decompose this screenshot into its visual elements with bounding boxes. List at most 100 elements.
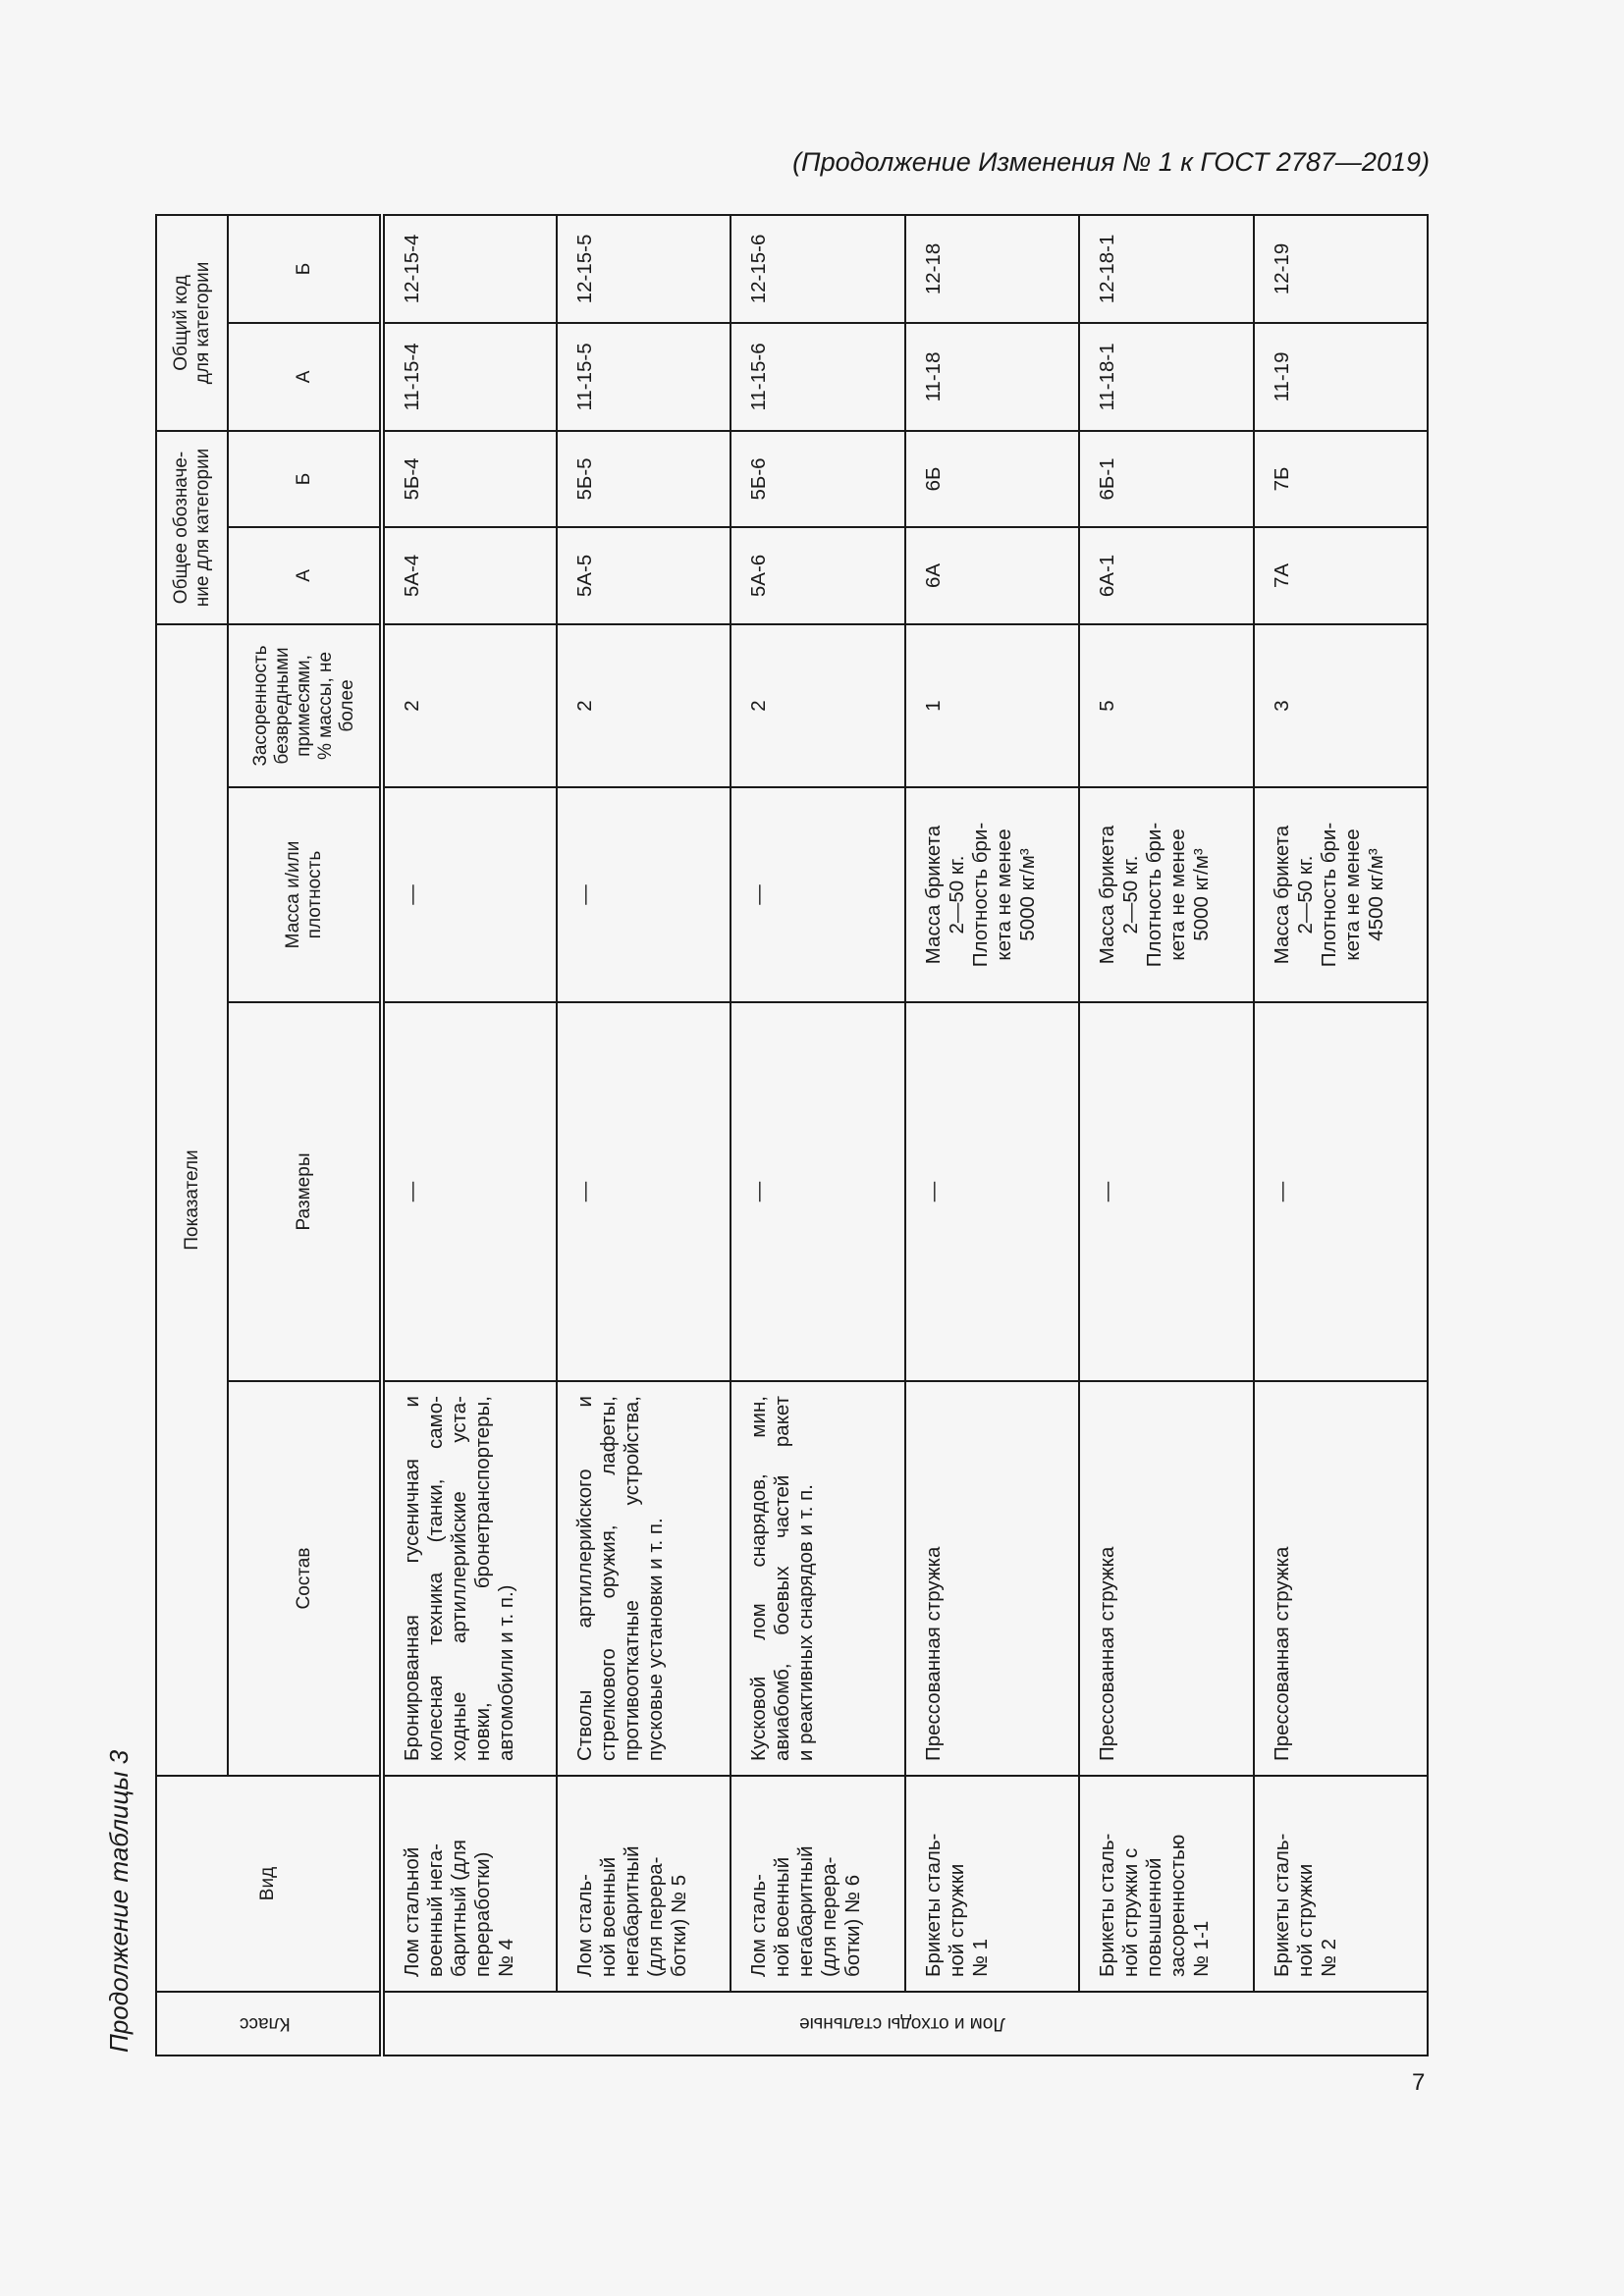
document-header-note: (Продолжение Изменения № 1 к ГОСТ 2787—2… — [792, 147, 1430, 177]
cell-composition: Кусковой лом снарядов, мин, авиабомб, бое… — [731, 1381, 905, 1776]
cell-code-a: 11-15-6 — [731, 322, 905, 431]
cell-contamination: 2 — [382, 623, 557, 787]
text-line: Брикеты сталь- — [921, 1833, 945, 1977]
page-number: 7 — [1412, 2069, 1426, 2096]
class-value: Лом и отходы стальные — [799, 2013, 1005, 2035]
text-line: 2—50 кг. — [945, 855, 968, 934]
cell-designation-b: 6Б — [904, 430, 1079, 527]
text-line: 5000 кг/м³ — [1190, 848, 1213, 941]
table-row: Лом сталь-ной военный негабаритный (для пе… — [731, 214, 905, 2056]
text-line: Стволы артиллерийского и — [572, 1396, 596, 1761]
text-line: ной стружки — [945, 1863, 968, 1977]
text-line: ной стружки — [1293, 1863, 1317, 1977]
text-line: плотность — [303, 850, 325, 939]
text-line: № 1-1 — [1190, 1920, 1213, 1977]
cell-dimensions: — — [904, 1002, 1079, 1381]
cell-code-a: 11-19 — [1253, 322, 1428, 431]
text-line: ние для категории — [191, 448, 213, 608]
cell-mass-density: Масса брикета 2—50 кг. Плотность бри-кета … — [1253, 787, 1428, 1002]
table-caption: Продолжение таблицы 3 — [104, 1749, 134, 2053]
text-line: Лом сталь- — [747, 1874, 770, 1977]
cell-contamination: 2 — [731, 623, 905, 787]
text-line: Общее обозначе- — [170, 451, 191, 605]
header-class-label: Класс — [240, 2013, 291, 2035]
text-line: (для перера- — [818, 1856, 840, 1977]
table-row: Брикеты сталь-ной стружки № 1 Прессованная… — [904, 214, 1079, 2056]
text-line: Плотность бри- — [1317, 822, 1340, 968]
cell-type: Лом сталь-ной военный негабаритный (для пе… — [556, 1776, 731, 1992]
text-line: Масса и/или — [282, 840, 303, 949]
text-line: военный нега- — [424, 1843, 447, 1977]
text-line: Общий код — [170, 275, 191, 371]
table-row: Брикеты сталь-ной стружки с повышенной зас… — [1079, 214, 1254, 2056]
text-line: Прессованная стружка — [1096, 1546, 1118, 1761]
cell-type: Лом стальной военный нега-баритный (для пе… — [382, 1776, 557, 1992]
cell-composition: Бронированная гусеничная и колесная техни… — [382, 1381, 557, 1776]
cell-designation-a: 6А-1 — [1079, 526, 1254, 624]
cell-mass-density: — — [731, 787, 905, 1002]
cell-composition: Прессованная стружка — [1079, 1381, 1254, 1776]
text-line: Лом сталь- — [572, 1874, 596, 1977]
cell-dimensions: — — [556, 1002, 731, 1381]
cell-class: Лом и отходы стальные — [382, 1992, 1428, 2056]
text-line: ной военный — [771, 1856, 793, 1977]
text-line: (для перера- — [643, 1856, 667, 1977]
cell-designation-b: 6Б-1 — [1079, 430, 1254, 527]
cell-designation-b: 5Б-4 — [382, 430, 557, 527]
text-line: авиабомб, боевых частей ракет — [771, 1396, 793, 1761]
header-code: Общий код для категории — [156, 214, 228, 431]
text-line: — — [747, 884, 770, 905]
text-line: баритный (для — [448, 1840, 470, 1977]
text-line: Брикеты сталь- — [1270, 1833, 1293, 1977]
header-designation: Общее обозначе-ние для категории — [156, 430, 228, 624]
text-line: 2—50 кг. — [1293, 855, 1317, 934]
text-line: и реактивных снарядов и т. п. — [794, 1484, 817, 1761]
text-line: переработки) — [471, 1851, 494, 1977]
header-code-b: Б — [228, 214, 382, 323]
text-line: более — [336, 679, 357, 732]
cell-mass-density: Масса брикета 2—50 кг. Плотность бри-кета … — [1079, 787, 1254, 1002]
cell-type: Брикеты сталь-ной стружки с повышенной зас… — [1079, 1776, 1254, 1992]
cell-code-b: 12-19 — [1253, 214, 1428, 323]
text-line: кета не менее — [1166, 828, 1189, 961]
text-line: Прессованная стружка — [921, 1546, 945, 1761]
text-line: ной стружки с — [1119, 1847, 1142, 1977]
cell-designation-a: 5А-4 — [382, 526, 557, 624]
header-designation-b: Б — [228, 430, 382, 527]
cell-code-a: 11-15-5 — [556, 322, 731, 431]
header-contamination: Засоренность безвредными примесями,% массы… — [228, 623, 382, 787]
text-line: негабаритный — [794, 1845, 817, 1977]
cell-designation-a: 5А-6 — [731, 526, 905, 624]
header-composition: Состав — [228, 1381, 382, 1776]
text-line: кета не менее — [992, 828, 1015, 961]
cell-mass-density: Масса брикета 2—50 кг. Плотность бри-кета … — [904, 787, 1079, 1002]
cell-designation-b: 5Б-6 — [731, 430, 905, 527]
cell-code-b: 12-18 — [904, 214, 1079, 323]
table-body: Лом и отходы стальные Лом стальной военный… — [382, 214, 1428, 2056]
cell-code-b: 12-15-4 — [382, 214, 557, 323]
table-row: Лом и отходы стальные Лом стальной военный… — [382, 214, 1428, 2056]
text-line: Засоренность — [249, 645, 271, 767]
text-line: стрелкового оружия, лафеты, — [596, 1396, 620, 1761]
text-line: колесная техника (танки, само- — [424, 1396, 447, 1761]
text-line: ходные артиллерийские уста- — [448, 1396, 470, 1761]
cell-code-a: 11-15-4 — [382, 322, 557, 431]
text-line: противооткатные устройства, — [620, 1396, 643, 1761]
cell-dimensions: — — [1079, 1002, 1254, 1381]
text-line: новки, бронетранспортеры, — [471, 1396, 494, 1761]
cell-code-b: 12-15-6 — [731, 214, 905, 323]
text-line: безвредными — [271, 647, 293, 765]
cell-composition: Прессованная стружка — [904, 1381, 1079, 1776]
cell-designation-b: 7Б — [1253, 430, 1428, 527]
text-line: — — [572, 884, 596, 905]
cell-code-b: 12-15-5 — [556, 214, 731, 323]
text-line: Масса брикета — [1096, 825, 1118, 965]
text-line: Масса брикета — [921, 825, 945, 965]
header-class: Класс — [156, 1992, 382, 2056]
header-indicators: Показатели — [156, 623, 228, 1776]
header-dimensions: Размеры — [228, 1002, 382, 1381]
header-mass-density: Масса и/или плотность — [228, 787, 382, 1002]
header-designation-a: А — [228, 526, 382, 624]
cell-contamination: 3 — [1253, 623, 1428, 787]
text-line: ботки) № 6 — [841, 1874, 864, 1977]
